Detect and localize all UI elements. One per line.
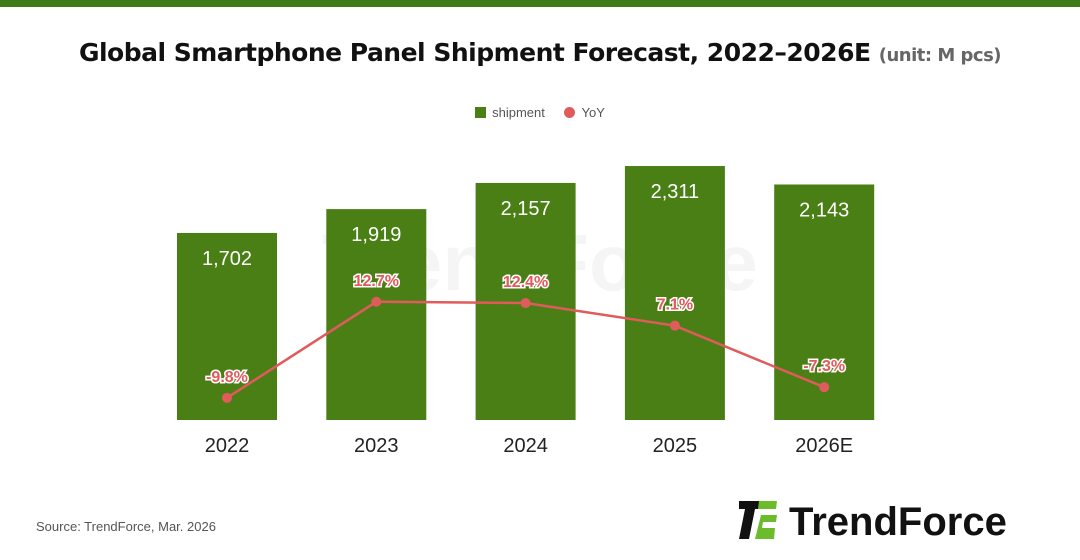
legend-label-yoy: YoY	[581, 105, 605, 121]
svg-text:TrendForce: TrendForce	[789, 500, 1007, 544]
bar-2023	[326, 209, 427, 420]
yoy-point	[222, 392, 232, 403]
unit-label: (unit: M pcs)	[878, 45, 1002, 66]
logo-mark-green	[755, 515, 777, 539]
chart-plot: TrendForce 1,70220221,91920232,15720242,…	[177, 166, 875, 457]
x-tick-label: 2026E	[795, 435, 853, 457]
bar-2022	[177, 232, 277, 420]
chart-title: Global Smartphone Panel Shipment Forecas…	[0, 38, 1080, 67]
yoy-point	[669, 320, 680, 331]
bar-2025	[624, 166, 725, 420]
yoy-label: 12.7%	[354, 273, 399, 290]
yoy-label: 7.1%	[657, 297, 693, 314]
top-accent-bar	[0, 0, 1080, 7]
trendforce-logo: TrendForce	[739, 500, 1007, 544]
yoy-point	[819, 382, 830, 393]
yoy-label: 12.4%	[503, 274, 548, 291]
x-tick-label: 2024	[503, 435, 548, 457]
bar-value-label: 2,311	[651, 181, 700, 203]
legend: shipment YoY	[0, 104, 1080, 120]
bar-value-label: 1,919	[351, 224, 401, 246]
bar-value-label: 2,157	[501, 198, 551, 220]
x-tick-label: 2023	[354, 435, 399, 457]
bar-value-label: 1,702	[202, 248, 252, 270]
yoy-label: -9.8%	[206, 369, 248, 386]
legend-label-shipment: shipment	[492, 105, 545, 121]
legend-swatch-shipment	[475, 107, 487, 119]
x-tick-label: 2025	[653, 435, 698, 457]
title-text: Global Smartphone Panel Shipment Forecas…	[78, 38, 871, 67]
logo-mark-dark	[739, 501, 775, 539]
bar-2026E	[774, 184, 875, 420]
x-tick-label: 2022	[205, 435, 250, 457]
source-note: Source: TrendForce, Mar. 2026	[36, 519, 216, 534]
yoy-point	[371, 296, 382, 307]
legend-swatch-yoy	[564, 107, 576, 119]
yoy-point	[520, 298, 531, 309]
yoy-label: -7.3%	[803, 358, 845, 375]
bar-value-label: 2,143	[799, 199, 849, 221]
